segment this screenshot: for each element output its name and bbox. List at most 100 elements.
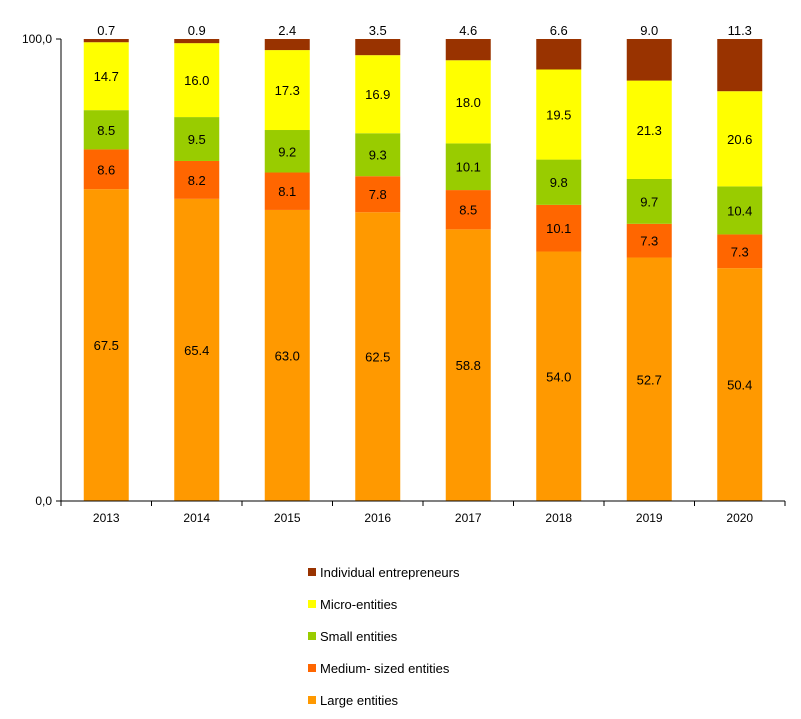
bar-segment bbox=[626, 80, 672, 179]
value-label: 62.5 bbox=[365, 350, 390, 365]
bar-segment bbox=[174, 39, 220, 44]
bar-segment bbox=[626, 39, 672, 81]
value-label: 11.3 bbox=[728, 23, 752, 38]
bar-segment bbox=[445, 190, 491, 230]
y-tick-label: 0,0 bbox=[35, 494, 52, 508]
bar-segment bbox=[174, 43, 220, 118]
bar-segment bbox=[536, 251, 582, 501]
bar-segment bbox=[83, 42, 129, 111]
value-label: 0.9 bbox=[188, 23, 206, 38]
bar-segment bbox=[626, 257, 672, 501]
value-label: 6.6 bbox=[550, 23, 568, 38]
value-label: 10.4 bbox=[727, 203, 752, 218]
bar-segment bbox=[626, 223, 672, 258]
bar-segment bbox=[83, 39, 129, 43]
x-tick-label: 2013 bbox=[93, 511, 120, 525]
value-label: 63.0 bbox=[275, 348, 300, 363]
value-label: 54.0 bbox=[546, 369, 571, 384]
value-label: 10.1 bbox=[456, 160, 481, 175]
x-tick-label: 2018 bbox=[545, 511, 572, 525]
bar-segment bbox=[264, 50, 310, 131]
bar-segment bbox=[717, 39, 763, 92]
value-label: 9.7 bbox=[640, 194, 658, 209]
legend-label: Medium- sized entities bbox=[320, 661, 450, 676]
value-label: 7.8 bbox=[369, 187, 387, 202]
bar-segment bbox=[83, 149, 129, 190]
bar-segment bbox=[717, 234, 763, 269]
x-tick-label: 2020 bbox=[726, 511, 753, 525]
bar-segment bbox=[174, 117, 220, 161]
bar-segment bbox=[445, 60, 491, 144]
x-tick-label: 2014 bbox=[183, 511, 210, 525]
bar-segment bbox=[536, 39, 582, 70]
legend-label: Large entities bbox=[320, 693, 399, 708]
value-label: 8.2 bbox=[188, 173, 206, 188]
bar-segment bbox=[445, 143, 491, 191]
value-label: 0.7 bbox=[97, 23, 115, 38]
bar-segment bbox=[626, 178, 672, 224]
x-tick-label: 2017 bbox=[455, 511, 482, 525]
legend-swatch bbox=[308, 664, 316, 672]
legend-swatch bbox=[308, 568, 316, 576]
axes-layer bbox=[60, 39, 785, 502]
legend: Individual entrepreneurs Micro-entities Sm… bbox=[308, 565, 460, 708]
bar-segment bbox=[717, 268, 763, 501]
value-label: 9.3 bbox=[369, 148, 387, 163]
x-tick-label: 2016 bbox=[364, 511, 391, 525]
value-label: 10.1 bbox=[546, 221, 571, 236]
value-label: 16.0 bbox=[184, 73, 209, 88]
value-label: 8.5 bbox=[97, 123, 115, 138]
bar-segment bbox=[83, 110, 129, 150]
bar-segment bbox=[536, 204, 582, 252]
value-label: 16.9 bbox=[365, 87, 390, 102]
bar-segment bbox=[355, 212, 401, 501]
ticks-layer: 2013 2014 2015 2016 2017 2018 2019 2020 0,0 100,0 bbox=[22, 32, 786, 525]
bar-segment bbox=[174, 160, 220, 199]
legend-swatch bbox=[308, 600, 316, 608]
bar-segment bbox=[536, 69, 582, 160]
value-label: 9.0 bbox=[640, 23, 658, 38]
value-label: 8.5 bbox=[459, 203, 477, 218]
legend-label: Micro-entities bbox=[320, 597, 398, 612]
y-tick-label: 100,0 bbox=[22, 32, 52, 46]
value-label: 21.3 bbox=[637, 123, 662, 138]
bars-layer bbox=[83, 39, 763, 502]
x-tick-label: 2015 bbox=[274, 511, 301, 525]
value-label: 4.6 bbox=[459, 23, 477, 38]
bar-segment bbox=[355, 176, 401, 213]
bar-segment bbox=[717, 186, 763, 235]
value-label: 7.3 bbox=[640, 234, 658, 249]
value-label: 65.4 bbox=[184, 343, 209, 358]
legend-swatch bbox=[308, 632, 316, 640]
value-label: 14.7 bbox=[94, 69, 119, 84]
value-label: 9.8 bbox=[550, 175, 568, 190]
x-tick-label: 2019 bbox=[636, 511, 663, 525]
value-label: 17.3 bbox=[275, 83, 300, 98]
bar-segment bbox=[83, 189, 129, 501]
bar-segment bbox=[355, 39, 401, 56]
value-label: 19.5 bbox=[546, 108, 571, 123]
bar-segment bbox=[445, 229, 491, 501]
value-label: 52.7 bbox=[637, 372, 662, 387]
value-label: 58.8 bbox=[456, 358, 481, 373]
value-label: 9.5 bbox=[188, 132, 206, 147]
value-label: 2.4 bbox=[278, 23, 296, 38]
bar-segment bbox=[355, 55, 401, 134]
value-label: 20.6 bbox=[727, 132, 752, 147]
bar-segment bbox=[264, 209, 310, 501]
bar-segment bbox=[355, 133, 401, 177]
value-label: 50.4 bbox=[727, 378, 752, 393]
value-label: 9.2 bbox=[278, 144, 296, 159]
bar-segment bbox=[264, 172, 310, 210]
bar-segment bbox=[445, 39, 491, 61]
value-label: 8.1 bbox=[278, 184, 296, 199]
legend-label: Small entities bbox=[320, 629, 398, 644]
legend-swatch bbox=[308, 696, 316, 704]
bar-segment bbox=[717, 91, 763, 187]
value-labels-layer: 67.5 8.6 8.5 14.7 0.7 65.4 8.2 9.5 16.0 0.9 63.0 8.… bbox=[94, 23, 753, 393]
value-label: 67.5 bbox=[94, 338, 119, 353]
value-label: 18.0 bbox=[456, 95, 481, 110]
bar-segment bbox=[174, 198, 220, 502]
value-label: 3.5 bbox=[369, 23, 387, 38]
